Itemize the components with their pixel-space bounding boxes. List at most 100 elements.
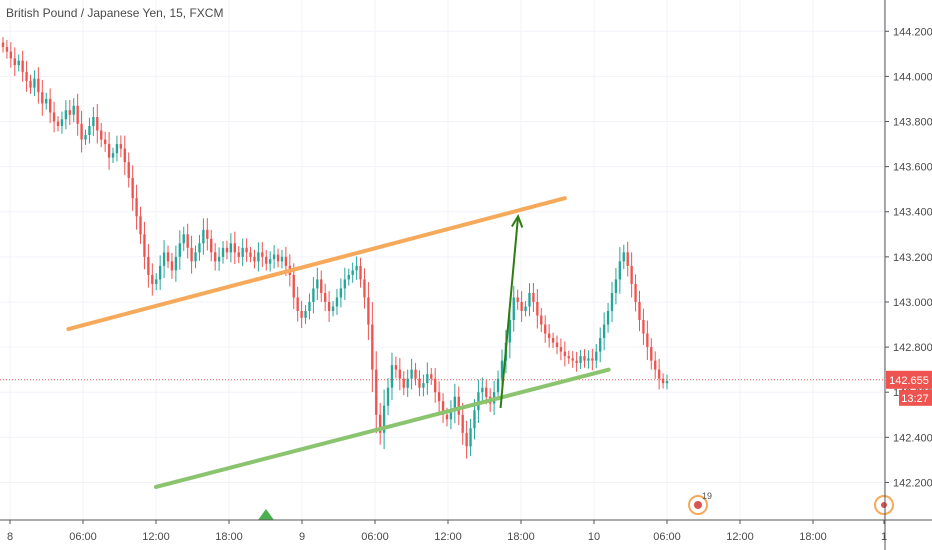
- candle-body: [665, 380, 669, 384]
- candle-body: [115, 144, 119, 154]
- candle-body: [296, 297, 299, 311]
- candle-body: [261, 252, 264, 257]
- candle-body: [41, 92, 44, 104]
- candle-body: [37, 78, 40, 93]
- candle-body: [143, 234, 146, 257]
- candle-body: [496, 378, 500, 393]
- time-axis-tick-label: 06:00: [361, 531, 389, 543]
- candle-body: [559, 347, 563, 352]
- candle-body: [127, 162, 130, 178]
- event-badge-count: 19: [702, 491, 712, 501]
- candle-body: [343, 279, 347, 289]
- candle-body: [583, 356, 586, 361]
- candle-body: [461, 414, 464, 433]
- current-price-label: 142.655: [889, 375, 929, 387]
- candle-body: [158, 265, 162, 280]
- candle-body: [155, 279, 158, 284]
- price-axis-tick-label: 143.200: [893, 252, 932, 264]
- candle-body: [21, 60, 24, 72]
- candle-body: [13, 58, 16, 66]
- projection-arrow-shaft: [499, 216, 520, 409]
- candle-body: [595, 351, 598, 361]
- candle-body: [650, 347, 653, 361]
- candle-body: [308, 301, 311, 311]
- candle-body: [56, 121, 60, 127]
- candle-body: [331, 306, 335, 311]
- candle-body: [92, 117, 95, 127]
- candle-body: [1, 42, 5, 48]
- candle-body: [398, 369, 402, 379]
- candle-body: [339, 288, 343, 298]
- candle-body: [166, 252, 170, 262]
- candle-body: [64, 110, 68, 120]
- time-axis-tick-label: 18:00: [799, 531, 827, 543]
- trendline-drawings[interactable]: [66, 196, 611, 489]
- candle-body: [52, 112, 56, 122]
- candle-body: [198, 243, 201, 253]
- candle-body: [351, 270, 354, 275]
- time-axis-tick-label: 12:00: [434, 531, 462, 543]
- chart-markers[interactable]: 19: [258, 491, 894, 520]
- candle-body: [465, 432, 468, 447]
- candle-body: [386, 387, 390, 406]
- candle-body: [426, 374, 429, 384]
- price-axis-tick-label: 142.200: [893, 477, 932, 489]
- price-axis-tick-label: 144.000: [893, 71, 932, 83]
- candle-body: [139, 216, 142, 235]
- candle-body: [394, 365, 398, 370]
- candle-body: [367, 297, 370, 325]
- candle-body: [441, 401, 445, 415]
- price-axis-tick-label: 143.400: [893, 207, 932, 219]
- candle-body: [268, 259, 272, 264]
- candle-body: [300, 311, 303, 318]
- candle-body: [100, 130, 103, 140]
- candle-body: [622, 252, 625, 262]
- candle-body: [327, 301, 331, 311]
- price-axis-tick-label: 143.000: [893, 297, 932, 309]
- price-axis-tick-label: 142.400: [893, 432, 932, 444]
- time-axis-tick-label: 06:00: [653, 531, 681, 543]
- candle-body: [96, 117, 99, 131]
- price-axis-tick-label: 144.200: [893, 26, 932, 38]
- candle-body: [68, 110, 71, 115]
- current-price-label-bg: [886, 370, 932, 389]
- candle-body: [414, 369, 417, 379]
- candle-body: [363, 279, 366, 298]
- candle-body: [547, 333, 551, 339]
- candle-body: [599, 338, 602, 352]
- candle-body: [135, 198, 138, 217]
- candle-body: [25, 71, 28, 81]
- candle-body: [520, 301, 523, 311]
- symbol-title: British Pound / Japanese Yen, 15, FXCM: [6, 6, 224, 20]
- candle-body: [280, 256, 284, 262]
- candle-body: [512, 297, 515, 321]
- candle-body: [284, 256, 288, 266]
- time-axis-tick-label: 12:00: [142, 531, 170, 543]
- candle-body: [147, 256, 150, 275]
- candle-body: [210, 238, 213, 253]
- candle-body: [418, 378, 421, 388]
- candle-body: [213, 252, 217, 262]
- candle-body: [634, 283, 637, 302]
- candle-body: [88, 126, 91, 136]
- candle-body: [233, 243, 236, 253]
- candle-body: [402, 378, 405, 388]
- candle-body: [217, 256, 221, 262]
- candle-body: [131, 177, 134, 199]
- candle-body: [606, 311, 610, 325]
- candle-body: [253, 256, 256, 262]
- candle-body: [151, 274, 154, 284]
- candle-body: [182, 234, 185, 244]
- candle-body: [320, 279, 323, 293]
- price-axis[interactable]: 144.200 144.000 143.800 143.600 143.400 143.2…: [884, 0, 932, 550]
- candle-body: [335, 297, 339, 307]
- event-flag-dot: [694, 501, 702, 509]
- candle-body: [304, 311, 307, 318]
- candle-body: [508, 320, 512, 343]
- time-axis[interactable]: 8 06:00 12:00 18:00 9 06:00 12:00 18:00 10 06:00 1…: [0, 519, 932, 543]
- chart-grid: [0, 0, 885, 520]
- candle-body: [272, 254, 276, 260]
- time-axis-tick-label: 18:00: [507, 531, 535, 543]
- candle-body: [406, 378, 409, 388]
